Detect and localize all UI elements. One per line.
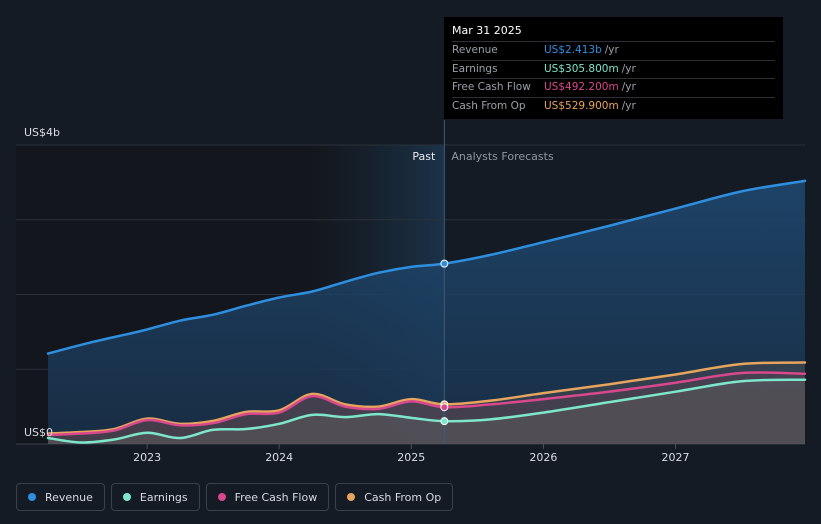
legend-dot-icon [347, 493, 356, 501]
legend-item-free-cash-flow[interactable]: Free Cash Flow [205, 483, 330, 511]
legend-item-earnings[interactable]: Earnings [110, 483, 200, 511]
tooltip: Mar 31 2025 Revenue US$2.413b/yr Earnings U… [444, 17, 783, 119]
legend-dot-icon [28, 493, 36, 501]
x-tick-label: 2023 [133, 451, 161, 464]
past-label: Past [412, 150, 436, 163]
legend-label: Cash From Op [364, 490, 442, 504]
legend-dot-icon [122, 493, 131, 501]
tooltip-row: Cash From Op US$529.900m/yr [452, 96, 775, 116]
x-tick-label: 2025 [397, 451, 425, 464]
x-tick-label: 2026 [529, 451, 557, 464]
tooltip-row-label: Revenue [452, 44, 498, 56]
earnings-line [46, 378, 807, 444]
legend-label: Revenue [45, 490, 93, 504]
tooltip-row: Free Cash Flow US$492.200m/yr [452, 78, 775, 97]
series-lines [46, 179, 807, 444]
earnings-area [48, 379, 805, 444]
forecast-label: Analysts Forecasts [451, 150, 554, 163]
revenue-marker [440, 259, 449, 268]
revenue-line [46, 179, 807, 355]
revenue-area [48, 180, 805, 444]
tooltip-row-value: US$492.200m [544, 81, 619, 93]
legend-item-cash-from-op[interactable]: Cash From Op [335, 483, 454, 511]
tooltip-row-unit: /yr [621, 62, 636, 75]
tooltip-date: Mar 31 2025 [452, 24, 522, 37]
cash-from-op-line [46, 361, 807, 435]
tooltip-row-label: Earnings [452, 62, 498, 75]
legend-item-revenue[interactable]: Revenue [16, 483, 105, 511]
x-tick-label: 2024 [265, 451, 293, 464]
x-tick-label: 2027 [662, 451, 690, 464]
tooltip-row-value: US$2.413b [544, 44, 602, 56]
free-cash-flow-marker [440, 403, 449, 412]
free-cash-flow-area [48, 372, 805, 444]
legend-dot-icon [217, 493, 226, 501]
tooltip-row-value: US$305.800m [544, 62, 619, 75]
tooltip-row-unit: /yr [604, 44, 619, 56]
tooltip-row: Earnings US$305.800m/yr [452, 59, 775, 79]
tooltip-row-label: Cash From Op [452, 99, 526, 112]
tooltip-row: Revenue US$2.413b/yr [452, 41, 775, 60]
tooltip-row-value: US$529.900m [544, 99, 619, 112]
earnings-marker [440, 417, 449, 426]
y-axis-label-bottom: US$0 [24, 426, 53, 439]
legend: Revenue Earnings Free Cash Flow Cash From O… [16, 483, 454, 511]
y-axis-label-top: US$4b [24, 126, 60, 139]
tooltip-row-unit: /yr [621, 81, 636, 93]
free-cash-flow-line [46, 371, 807, 437]
legend-label: Free Cash Flow [234, 490, 318, 504]
legend-label: Earnings [139, 490, 188, 504]
tooltip-row-label: Free Cash Flow [452, 81, 531, 93]
series-markers [440, 259, 449, 426]
x-axis-ticks: 2023 2024 2025 2026 2027 [133, 444, 690, 464]
tooltip-row-unit: /yr [621, 99, 636, 112]
